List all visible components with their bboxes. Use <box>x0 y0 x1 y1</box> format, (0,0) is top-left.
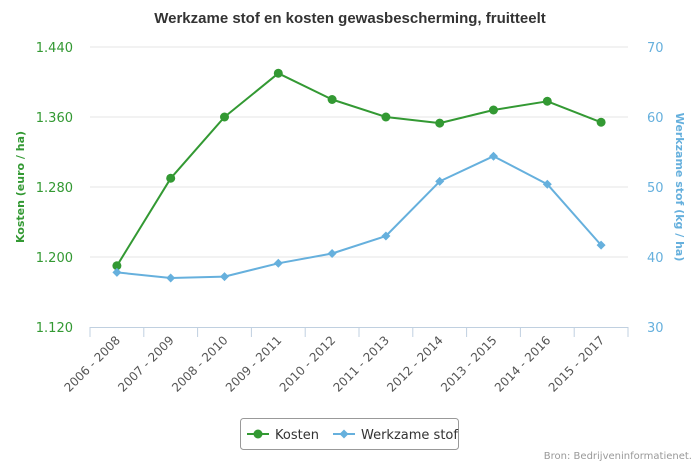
y-left-tick-label: 1.200 <box>36 251 73 266</box>
legend[interactable]: Kosten Werkzame stof <box>240 418 459 450</box>
x-tick-label: 2006 - 2008 <box>61 333 123 395</box>
data-point[interactable] <box>273 68 283 78</box>
axes <box>89 327 629 337</box>
data-point[interactable] <box>327 249 337 258</box>
data-point[interactable] <box>112 261 122 271</box>
series-line <box>116 72 602 267</box>
y-left-tick-label: 1.360 <box>36 111 73 126</box>
x-tick-label: 2012 - 2014 <box>384 333 446 395</box>
x-tick-label: 2010 - 2012 <box>277 333 339 395</box>
y-right-tick-label: 50 <box>647 181 664 196</box>
data-point[interactable] <box>381 112 391 122</box>
data-point[interactable] <box>220 272 229 282</box>
data-point[interactable] <box>273 258 283 268</box>
series-line <box>116 155 602 279</box>
credit-text[interactable]: Bron: Bedrijveninformatienet. <box>544 451 692 462</box>
legend-marker <box>253 429 263 439</box>
y-axis-left-label: Kosten (euro / ha) <box>14 131 27 243</box>
data-point[interactable] <box>112 267 122 277</box>
data-point[interactable] <box>166 173 176 183</box>
x-tick-label: 2009 - 2011 <box>223 333 285 395</box>
legend-item-1[interactable]: Kosten <box>247 428 319 443</box>
data-point[interactable] <box>166 273 176 283</box>
data-point[interactable] <box>542 179 552 189</box>
series-group <box>112 68 606 283</box>
y-axis-right-label: Werkzame stof (kg / ha) <box>673 113 686 262</box>
legend-label: Werkzame stof <box>361 428 458 443</box>
legend-item-2[interactable]: Werkzame stof <box>333 428 458 443</box>
y-left-tick-label: 1.120 <box>36 321 73 336</box>
series-1 <box>112 68 606 271</box>
y-left-tick-label: 1.280 <box>36 181 73 196</box>
y-axis-right-ticks: 30 40 50 60 70 <box>647 41 664 336</box>
data-point[interactable] <box>220 112 229 122</box>
data-point[interactable] <box>489 151 498 161</box>
x-tick-label: 2007 - 2009 <box>115 333 177 395</box>
legend-marker <box>339 429 349 439</box>
series-2 <box>112 151 606 283</box>
chart-title: Werkzame stof en kosten gewasbescherming… <box>154 10 546 27</box>
x-tick-label: 2014 - 2016 <box>492 333 554 395</box>
y-right-tick-label: 70 <box>647 41 664 56</box>
grid-lines <box>90 46 628 258</box>
data-point[interactable] <box>381 231 391 241</box>
y-right-tick-label: 30 <box>647 321 664 336</box>
x-tick-label: 2008 - 2010 <box>169 333 231 395</box>
data-point[interactable] <box>435 176 445 186</box>
data-point[interactable] <box>489 105 498 115</box>
data-point[interactable] <box>596 117 606 127</box>
y-right-tick-label: 40 <box>647 251 664 266</box>
x-tick-label: 2015 - 2017 <box>546 333 608 395</box>
data-point[interactable] <box>596 240 606 250</box>
y-axis-left-ticks: 1.120 1.200 1.280 1.360 1.440 <box>36 41 73 336</box>
x-tick-label: 2011 - 2013 <box>330 333 392 395</box>
x-tick-label: 2013 - 2015 <box>438 333 500 395</box>
y-left-tick-label: 1.440 <box>36 41 73 56</box>
legend-label: Kosten <box>275 428 319 443</box>
data-point[interactable] <box>435 118 445 128</box>
data-point[interactable] <box>327 95 337 104</box>
data-point[interactable] <box>542 96 552 106</box>
y-right-tick-label: 60 <box>647 111 664 126</box>
